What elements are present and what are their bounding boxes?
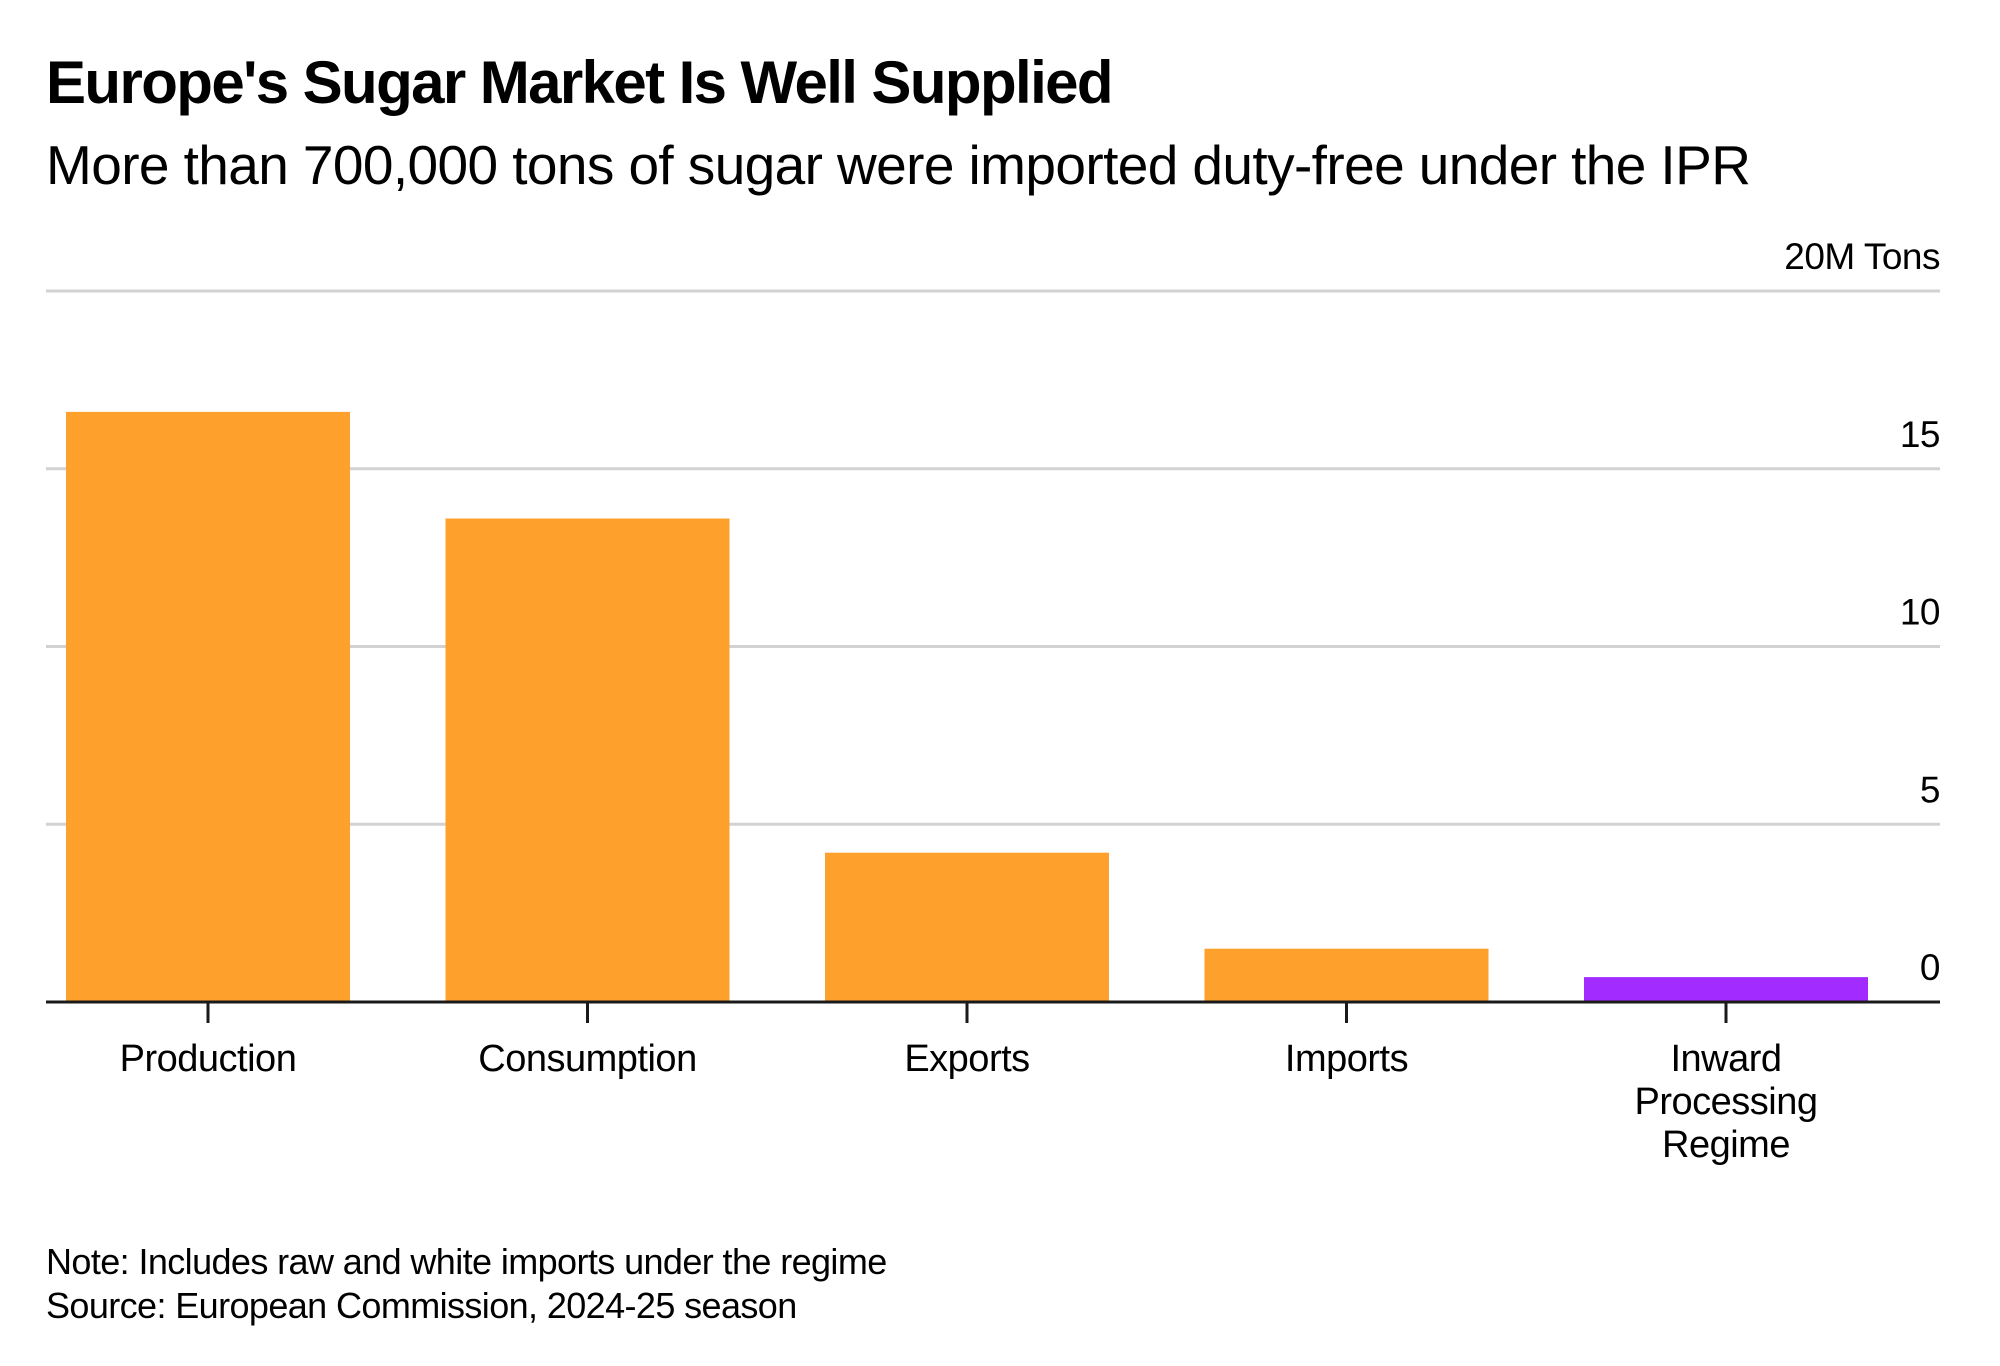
x-axis-category-labels: Production Consumption Exports Imports Inwar… [120,1038,1818,1166]
x-category-label: Production [120,1038,297,1080]
y-tick-label: 15 [1900,414,1940,455]
x-category-label-line: Exports [904,1038,1029,1080]
bar-inward-processing-regime [1584,977,1868,1002]
x-category-label: Imports [1285,1038,1408,1080]
x-category-label-line: Processing [1635,1081,1818,1123]
footer-source: Source: European Commission, 2024-25 sea… [46,1285,797,1326]
y-tick-label: 20M Tons [1784,236,1940,277]
x-category-label: Exports [904,1038,1029,1080]
chart-title: Europe's Sugar Market Is Well Supplied [46,49,1114,116]
gridlines [46,289,1940,826]
y-axis-tick-labels: 0 5 10 15 20M Tons [1784,236,1940,988]
x-axis [46,1000,1940,1023]
y-tick-label: 0 [1920,947,1940,988]
x-category-label-line: Consumption [478,1038,696,1080]
y-tick-label: 5 [1920,769,1940,810]
bar-consumption [445,518,730,1002]
footer-note: Note: Includes raw and white imports und… [46,1241,887,1282]
x-category-label-line: Imports [1285,1038,1408,1080]
bar-exports [825,852,1109,1002]
x-category-label: Inward Processing Regime [1635,1038,1818,1166]
x-category-label-line: Production [120,1038,297,1080]
bars [66,411,1868,1002]
chart-subtitle: More than 700,000 tons of sugar were imp… [46,134,1751,196]
x-category-label: Consumption [478,1038,696,1080]
bar-imports [1204,948,1489,1002]
x-category-label-line: Inward [1670,1038,1781,1080]
chart-footer: Note: Includes raw and white imports und… [46,1240,887,1328]
y-tick-label: 10 [1900,592,1940,633]
bar-production [66,411,350,1002]
x-category-label-line: Regime [1662,1124,1790,1166]
